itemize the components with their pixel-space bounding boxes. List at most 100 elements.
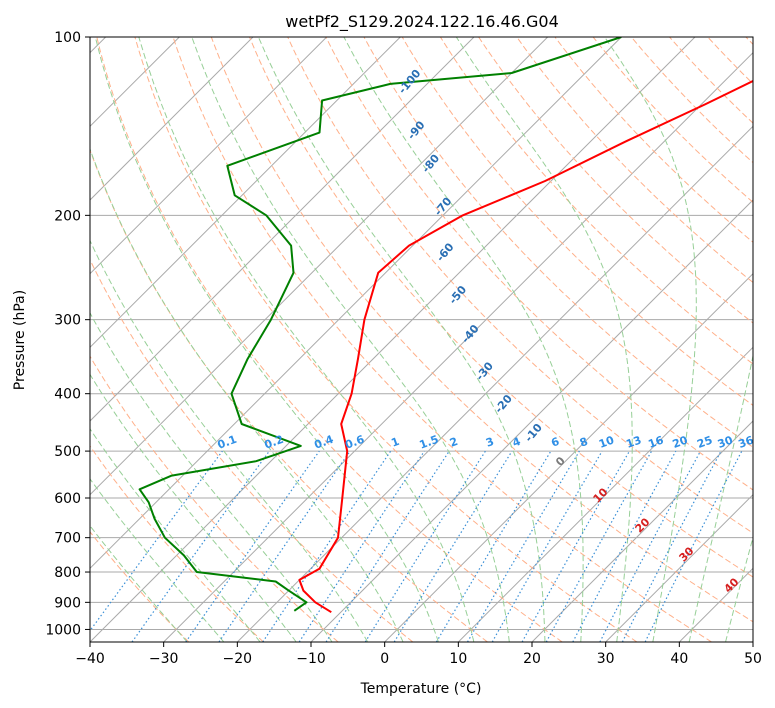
x-tick-label: 20 [523, 651, 541, 667]
moist-adiabat-line [90, 311, 333, 642]
x-tick-label: 50 [744, 651, 762, 667]
moist-adiabat-line [604, 37, 697, 642]
mixing-ratio-label: 3 [484, 435, 496, 450]
moist-adiabat-line [90, 239, 369, 642]
moist-adiabat-label: 40 [722, 575, 742, 595]
mixing-ratio-label: 4 [511, 435, 523, 450]
moist-adiabat-line [90, 373, 297, 642]
dry-adiabat-line [554, 37, 753, 243]
mixing-ratio-line [572, 450, 677, 642]
mixing-ratio-label: 0.6 [343, 433, 366, 452]
dry-adiabat-line [287, 37, 753, 534]
moist-adiabat-label: 30 [677, 544, 697, 564]
dry-adiabat-line [439, 37, 753, 365]
mixing-ratio-line [185, 450, 320, 642]
y-tick-label: 800 [54, 565, 81, 581]
isotherm-line [90, 37, 401, 349]
mixing-ratio-label: 10 [597, 433, 616, 451]
mixing-ratio-line [131, 450, 270, 642]
isotherm-line [90, 37, 475, 422]
mixing-ratio-label: 36 [737, 433, 756, 451]
dry-adiabat-label: -30 [473, 359, 496, 383]
y-tick-label: 200 [54, 208, 81, 224]
dry-adiabat-line [90, 258, 414, 642]
moist-adiabat-line [257, 37, 546, 642]
isotherm-line [90, 37, 622, 570]
y-tick-label: 300 [54, 313, 81, 329]
mixing-ratio-line [298, 450, 425, 642]
mixing-ratio-label: 30 [716, 433, 735, 451]
chart-title: wetPf2_S129.2024.122.16.46.G04 [285, 12, 559, 32]
mixing-ratio-line [262, 450, 392, 642]
moist-adiabat-line [138, 37, 475, 642]
dry-adiabat-line [210, 37, 753, 623]
mixing-ratio-line [218, 450, 351, 642]
y-tick-label: 600 [54, 491, 81, 507]
mixing-ratio-line [364, 450, 486, 642]
y-tick-label: 400 [54, 387, 81, 403]
isotherm-line [163, 51, 753, 642]
isotherm-line [236, 125, 753, 642]
moist-adiabat-line [90, 427, 261, 642]
moist-adiabat-line [343, 37, 584, 642]
dry-adiabat-label: -10 [522, 421, 545, 445]
plot-frame [89, 36, 754, 643]
dry-adiabat-line [401, 37, 753, 406]
moist-adiabat-line [90, 525, 188, 642]
y-tick-label: 900 [54, 595, 81, 611]
mixing-ratio-label: 1 [389, 435, 401, 450]
mixing-ratio-label: 13 [624, 434, 643, 451]
dry-adiabat-line [172, 37, 712, 642]
dry-adiabat-label: -90 [405, 118, 428, 142]
dry-adiabat-line [134, 37, 638, 642]
moist-adiabat-line [688, 353, 753, 642]
isotherm-line [90, 37, 696, 642]
dry-adiabat-line [249, 37, 753, 578]
moist-adiabat-line [90, 147, 404, 642]
dewpoint-profile-line [138, 37, 622, 612]
mixing-ratio-line [545, 450, 653, 642]
moist-adiabat-line [191, 37, 510, 642]
mixing-ratio-label: 6 [549, 435, 561, 450]
mixing-ratio-line [644, 450, 743, 642]
x-tick-label: 0 [380, 651, 389, 667]
mixing-ratio-label: 0.4 [313, 433, 336, 452]
dry-adiabat-line [707, 37, 753, 85]
mixing-ratio-line [393, 450, 513, 642]
mixing-ratio-line [90, 450, 223, 632]
dry-adiabat-line [90, 355, 339, 642]
isotherm-line [310, 199, 753, 642]
dry-adiabat-label: -50 [446, 283, 469, 307]
dry-adiabat-line [325, 37, 753, 491]
isotherm-line [90, 37, 328, 275]
isotherm-line [605, 493, 753, 642]
moist-adiabat-line [90, 478, 225, 642]
dry-adiabat-label: -80 [420, 152, 443, 176]
dry-adiabat-line [516, 37, 753, 284]
mixing-ratio-label: 8 [578, 435, 590, 450]
mixing-ratio-label: 0.2 [263, 433, 286, 452]
mixing-ratio-label: 2 [448, 435, 460, 450]
dry-adiabat-line [90, 531, 190, 642]
mixing-ratio-line [325, 450, 450, 642]
dry-adiabat-label: -40 [459, 322, 482, 346]
x-axis-title: Temperature (°C) [360, 681, 482, 697]
mixing-ratio-label: 20 [671, 433, 690, 451]
chart-axes: −40 −30 −20 −10 0 10 20 30 40 5010020030040050060… [45, 30, 762, 667]
dry-adiabat-label: -70 [432, 195, 455, 219]
isotherm-line [384, 272, 753, 642]
y-tick-label: 500 [54, 444, 81, 460]
dry-adiabat-line [96, 37, 563, 642]
x-tick-label: −40 [75, 651, 105, 667]
mixing-ratio-line [521, 450, 631, 642]
y-axis-title: Pressure (hPa) [12, 290, 28, 390]
chart-grid [90, 37, 753, 642]
moist-adiabat-line [725, 535, 753, 642]
dry-adiabat-line [90, 445, 264, 642]
mixing-ratio-label: 16 [646, 433, 665, 451]
mixing-ratio-label: 25 [695, 434, 714, 451]
moist-adiabat-label: 10 [591, 485, 611, 505]
isotherm-line [457, 346, 753, 642]
mixing-ratio-line [435, 450, 552, 642]
